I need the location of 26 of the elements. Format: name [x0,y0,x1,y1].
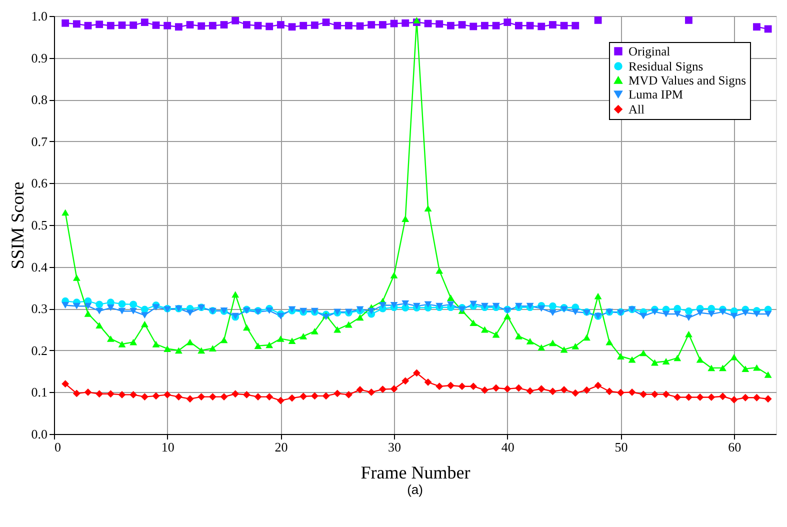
legend-label: Residual Signs [628,59,704,74]
x-axis-title: Frame Number [360,462,470,482]
x-tick-label: 20 [274,440,288,454]
legend-label: MVD Values and Signs [628,73,746,88]
x-tick-label: 10 [161,440,174,454]
x-tick-label: 0 [54,440,61,454]
legend-label: All [628,102,645,116]
y-tick-label: 0.2 [31,342,48,358]
y-tick-label: 0.8 [31,92,48,108]
y-tick-label: 0.0 [31,426,48,442]
legend-label: Original [628,44,671,58]
y-tick-label: 0.9 [31,50,48,66]
y-tick-label: 0.6 [31,176,48,191]
legend-label: Luma IPM [628,87,684,102]
y-tick-label: 0.7 [31,134,48,149]
y-tick-label: 1.0 [31,8,48,24]
x-tick-label: 40 [501,440,514,454]
x-tick-label: 50 [614,440,628,454]
y-tick-label: 0.5 [31,218,48,232]
y-axis-title: SSIM Score [7,182,28,270]
y-tick-label: 0.3 [31,301,48,316]
x-tick-label: 60 [728,440,742,454]
y-tick-label: 0.1 [31,384,48,400]
text: (a) [407,482,423,497]
y-tick-label: 0.4 [31,259,48,274]
x-tick-label: 30 [388,440,402,454]
